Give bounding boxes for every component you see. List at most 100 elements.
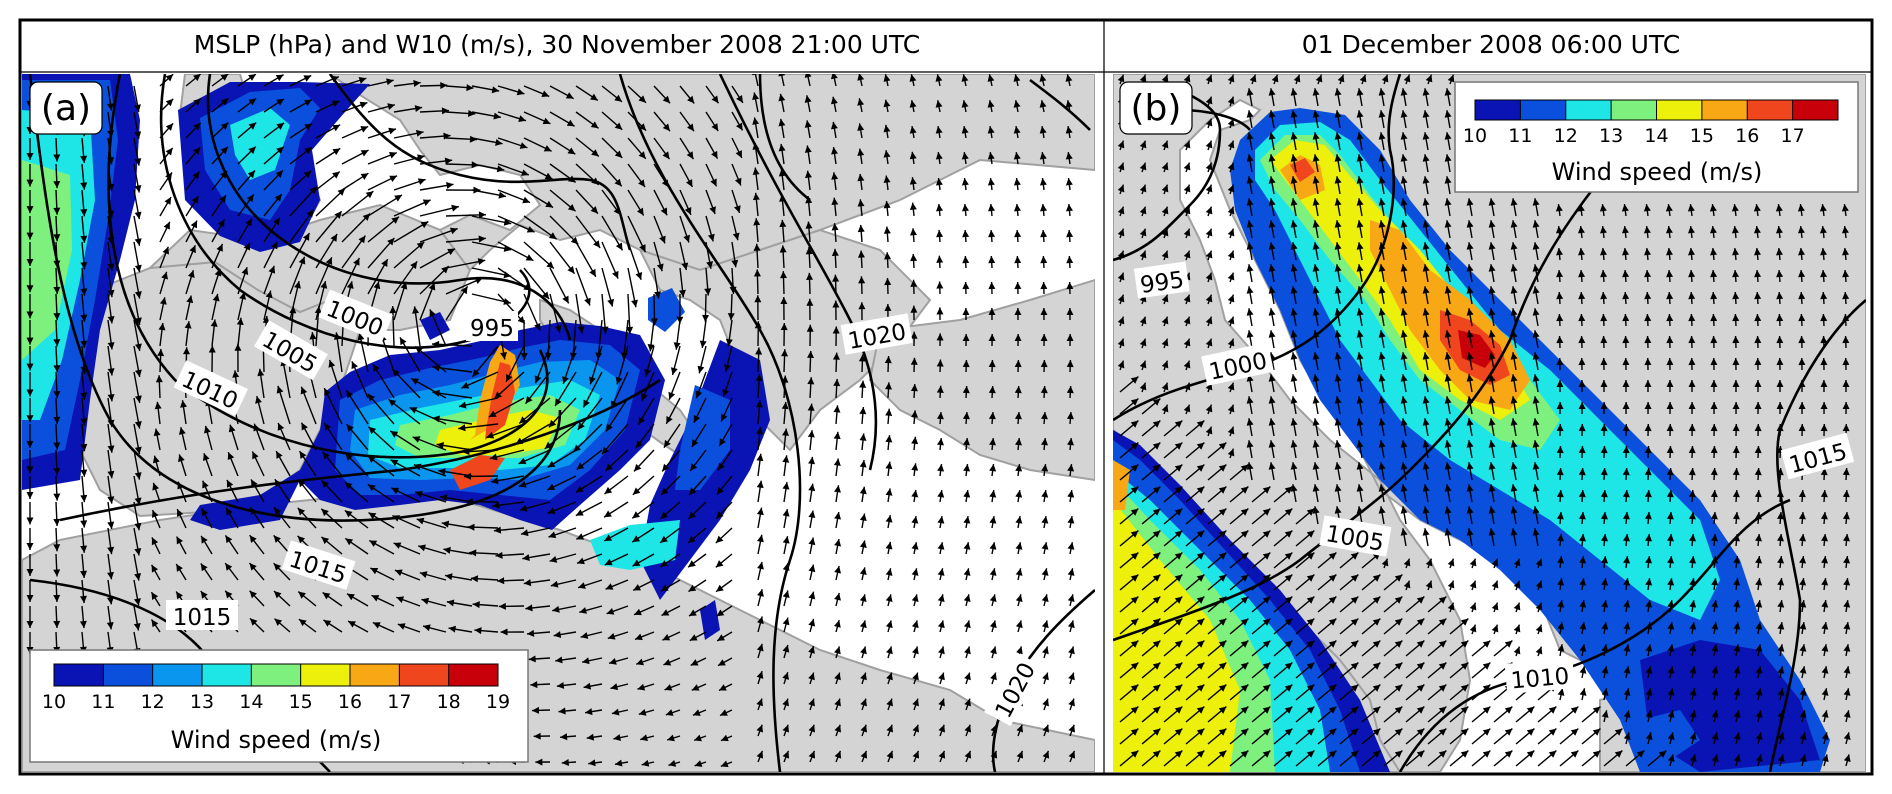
wind-vector (1427, 618, 1447, 635)
wind-vector (1578, 291, 1586, 305)
wind-vector (1644, 269, 1652, 283)
wind-vector (1205, 184, 1213, 195)
wind-vector (1207, 728, 1227, 745)
wind-vector (909, 202, 917, 217)
wind-vector (80, 397, 88, 426)
wind-vector (987, 178, 995, 191)
wind-vector (341, 172, 369, 191)
wind-vector (159, 147, 174, 165)
wind-vector (808, 591, 816, 607)
wind-vector (859, 433, 867, 451)
wind-vector (1600, 335, 1608, 349)
wind-vector (1141, 442, 1161, 459)
wind-vector (1040, 333, 1048, 347)
wind-vector (1601, 556, 1609, 569)
wind-vector (716, 605, 733, 617)
wind-vector (1843, 622, 1851, 635)
wind-vector (715, 501, 733, 520)
wind-vector (1667, 533, 1674, 547)
wind-vector (152, 482, 161, 503)
wind-vector (520, 527, 551, 537)
wind-vector (419, 157, 453, 165)
wind-vector (1422, 308, 1430, 327)
wind-vector (963, 490, 971, 503)
colorbar-swatches (53, 663, 499, 687)
wind-vector (1797, 204, 1805, 217)
wind-vector (937, 594, 945, 607)
wind-vector (1339, 618, 1359, 635)
wind-vector (1205, 206, 1213, 217)
wind-vector (575, 189, 599, 215)
wind-vector (1600, 489, 1608, 503)
wind-vector (1556, 467, 1564, 481)
wind-vector (1246, 396, 1254, 415)
wind-vector (497, 293, 526, 325)
wind-vector (289, 170, 312, 191)
wind-vector (1041, 516, 1049, 529)
wind-vector (1600, 291, 1608, 305)
wind-vector (79, 605, 87, 629)
wind-vector (1622, 357, 1630, 371)
wind-vector (1268, 88, 1276, 107)
wind-vector (1334, 352, 1342, 371)
wind-vector (756, 480, 764, 503)
wind-vector (556, 681, 577, 689)
wind-vector (26, 502, 34, 525)
wind-vector (1117, 206, 1125, 217)
wind-vector (133, 215, 142, 246)
wind-vector (1271, 74, 1279, 85)
wind-vector (289, 146, 313, 165)
wind-vector (961, 100, 969, 113)
wind-vector (1777, 688, 1785, 701)
wind-vector (273, 506, 291, 529)
wind-vector (1488, 506, 1496, 525)
wind-vector (275, 450, 291, 477)
wind-vector (315, 124, 341, 139)
wind-vector (474, 627, 499, 635)
wind-vector (1246, 462, 1254, 481)
wind-vector (1405, 728, 1425, 745)
wind-vector (1777, 666, 1785, 679)
wind-vector (884, 356, 892, 373)
wind-vector (26, 528, 34, 550)
wind-vector (1688, 445, 1696, 459)
wind-vector (1068, 646, 1075, 659)
wind-vector (1290, 198, 1298, 217)
wind-vector (1600, 379, 1608, 393)
wind-vector (1444, 506, 1452, 525)
wind-vector (1400, 506, 1408, 525)
wind-vector (601, 137, 623, 159)
wind-vector (1067, 490, 1075, 503)
wind-vector (1185, 442, 1205, 459)
wind-vector (367, 78, 394, 87)
wind-vector (315, 100, 340, 113)
wind-vector (367, 151, 398, 165)
wind-vector (1643, 225, 1651, 239)
wind-vector (962, 281, 970, 295)
wind-vector (211, 194, 227, 217)
wind-vector (808, 564, 816, 581)
wind-vector (531, 706, 551, 714)
wind-vector (465, 498, 499, 506)
wind-vector (1361, 662, 1381, 679)
wind-vector (1798, 489, 1806, 503)
isobar-label: 1010 (1504, 658, 1576, 694)
wind-vector (107, 397, 115, 428)
wind-vector (1821, 666, 1829, 679)
wind-vector (202, 480, 213, 503)
wind-vector (445, 211, 487, 219)
wind-vector (505, 345, 525, 383)
wind-vector (988, 255, 996, 269)
wind-vector (632, 553, 655, 567)
wind-vector (1667, 622, 1675, 635)
wind-vector (237, 218, 253, 243)
wind-vector (367, 175, 398, 191)
wind-vector (834, 538, 842, 555)
wind-vector (185, 97, 202, 113)
wind-vector (1378, 242, 1386, 261)
wind-vector (1295, 552, 1315, 569)
wind-vector (80, 553, 88, 579)
wind-vector (1185, 596, 1205, 613)
wind-vector (518, 475, 551, 488)
wind-vector (883, 150, 891, 165)
